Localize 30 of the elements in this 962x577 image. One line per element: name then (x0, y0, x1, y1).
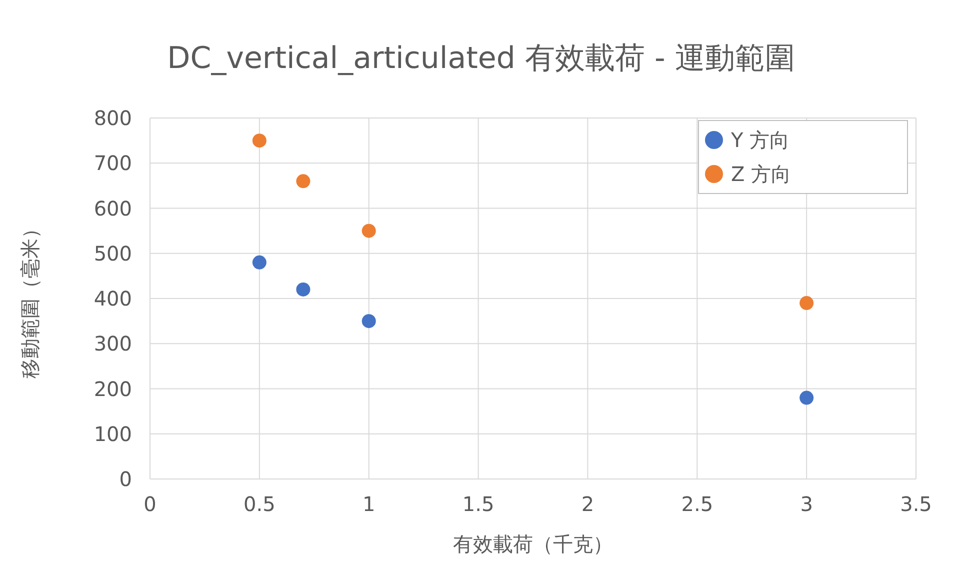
point (296, 174, 310, 188)
x-axis-title: 有效載荷（千克） (453, 532, 613, 556)
point (296, 282, 310, 296)
y-axis-title: 移動範圍（毫米） (18, 218, 42, 378)
x-tick-label: 0 (144, 492, 156, 516)
y-tick-label: 200 (94, 376, 132, 401)
point (800, 296, 814, 310)
x-tick-label: 3.5 (900, 492, 932, 516)
y-tick-label: 500 (94, 241, 132, 266)
y-tick-label: 100 (94, 422, 132, 446)
legend-label: Y 方向 (731, 127, 790, 154)
point (252, 134, 266, 148)
point (800, 390, 814, 405)
point (362, 224, 376, 238)
point (252, 255, 266, 270)
point (362, 314, 376, 328)
x-tick-label: 0.5 (244, 492, 276, 516)
x-tick-label: 2.5 (681, 492, 714, 516)
x-tick-label: 2 (581, 492, 594, 516)
x-tick-label: 3 (800, 492, 813, 516)
x-tick-label: 1 (362, 492, 376, 516)
y-tick-label: 800 (94, 106, 132, 130)
y-tick-label: 400 (94, 286, 132, 311)
y-tick-label: 300 (94, 332, 132, 356)
y-tick-label: 700 (94, 151, 132, 176)
y-tick-label: 600 (94, 196, 132, 220)
x-tick-label: 1.5 (462, 492, 494, 516)
chart-title: DC_vertical_articulated 有效載荷 - 運動範圍 (166, 40, 796, 78)
legend-label: Z 方向 (731, 161, 792, 188)
y-tick-label: 0 (119, 467, 132, 492)
